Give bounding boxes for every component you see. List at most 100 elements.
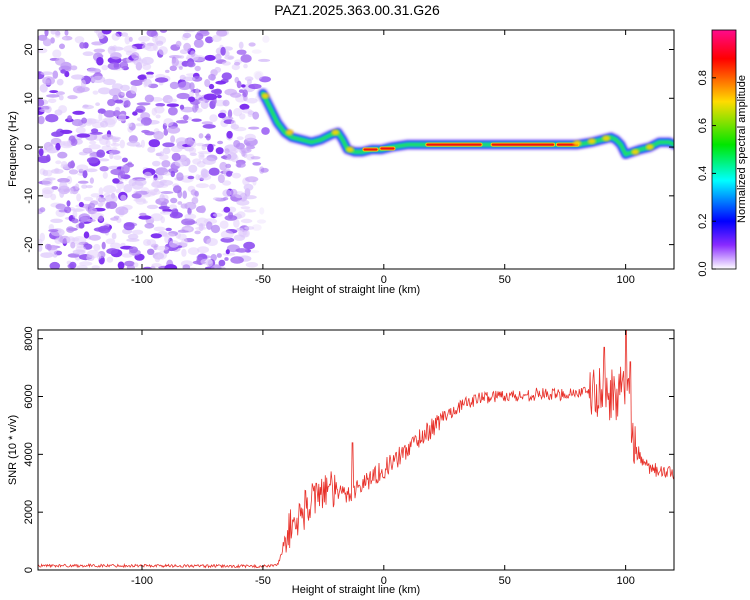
spectrogram-speckle: [233, 126, 247, 132]
snr-frame: [37, 329, 675, 571]
spectrogram-ridge-blob: [587, 138, 596, 145]
spectrogram-speckle: [88, 202, 96, 209]
spectrogram-speckle: [240, 206, 251, 210]
spectrogram-speckle: [163, 118, 174, 127]
spectrogram-speckle: [216, 253, 222, 258]
colorbar-scale: [711, 29, 737, 270]
spectrogram-speckle: [240, 54, 252, 63]
spectrogram-speckle: [123, 45, 138, 53]
spectrogram-speckle: [106, 256, 114, 263]
spectrogram-speckle: [182, 114, 189, 121]
spectrogram-speckle: [166, 103, 179, 107]
spectrogram-speckle: [194, 190, 199, 197]
spectrogram-speckle: [242, 108, 253, 114]
spectrogram-speckle: [180, 106, 195, 113]
spectrogram-speckle: [76, 86, 90, 93]
spectrogram-speckle: [180, 203, 188, 209]
spectrogram-speckle: [110, 242, 122, 250]
spectrogram-speckle: [136, 102, 151, 106]
spectrogram-speckle: [56, 91, 65, 96]
spectrogram-speckle: [156, 245, 169, 251]
spectrogram-speckle: [154, 77, 169, 83]
spectrogram-speckle: [244, 226, 255, 230]
spectrogram-speckle: [227, 56, 234, 60]
spectrogram-speckle: [259, 76, 271, 83]
spectrogram-speckle: [195, 226, 207, 231]
spectrogram-speckle: [124, 100, 131, 108]
spectrogram-speckle: [118, 113, 127, 122]
spectrogram-speckle: [45, 177, 56, 181]
spectrogram-speckle: [57, 178, 70, 183]
spectrogram-speckle: [247, 112, 253, 118]
spectrogram-speckle: [188, 96, 196, 103]
spectrogram-speckle: [52, 253, 58, 258]
spectrogram-speckle: [107, 45, 116, 55]
spectrogram-speckle: [252, 162, 262, 166]
spectrogram-speckle: [145, 74, 154, 79]
spectrogram-speckle: [95, 102, 100, 106]
spectrogram-speckle: [189, 82, 195, 91]
spectrogram-speckle: [161, 160, 171, 168]
colorbar-tick-label: 0.6: [697, 118, 709, 133]
spectrogram-speckle: [187, 247, 200, 256]
spectrogram-speckle: [159, 179, 174, 186]
spectrogram-speckle: [212, 213, 223, 217]
spectrogram-speckle: [202, 157, 216, 165]
spectrogram-speckle: [218, 259, 226, 267]
spectrogram-speckle: [222, 180, 232, 186]
spectrogram-speckle: [48, 98, 57, 104]
spectrogram-speckle: [140, 139, 145, 148]
spectrogram-speckle: [162, 147, 171, 155]
spectrogram-speckle: [210, 224, 221, 234]
spectrogram-speckle: [208, 167, 220, 176]
spectrogram-speckle: [199, 205, 206, 214]
spectrogram-speckle: [111, 232, 117, 240]
spectrogram-speckle: [98, 112, 103, 122]
spectrogram-speckle: [130, 85, 137, 94]
spectrogram-speckle: [240, 84, 246, 88]
spectrogram-speckle: [85, 118, 97, 125]
spectrogram-speckle: [103, 78, 116, 86]
spectrogram-speckle: [165, 69, 170, 73]
spectrogram-speckle: [76, 193, 81, 202]
spectrogram-speckle: [126, 141, 141, 147]
spectrogram-speckle: [244, 195, 257, 200]
snr-y-tick-label: 6000: [23, 384, 35, 408]
spectrogram-speckle: [115, 188, 122, 194]
spectrogram-speckle: [182, 264, 191, 269]
spectrogram-speckle: [195, 174, 200, 181]
spectrogram-speckle: [96, 149, 106, 158]
spectrogram-speckle: [175, 137, 188, 145]
spectrogram-speckle: [201, 144, 207, 151]
spectrogram-speckle: [204, 79, 211, 87]
spectrogram-speckle: [71, 218, 79, 224]
spectrogram-ridge-blob: [645, 144, 654, 151]
spectrogram-speckle: [219, 161, 228, 171]
spectrogram-speckle: [128, 135, 138, 144]
spectrogram-speckle: [117, 261, 125, 269]
spectrogram-x-label: Height of straight line (km): [292, 284, 420, 296]
spectrogram-speckle: [93, 243, 101, 252]
spectrogram-speckle: [209, 114, 218, 122]
spectrogram-speckle: [72, 210, 78, 219]
spectrogram-speckle: [128, 36, 133, 42]
spectrogram-speckle: [248, 83, 262, 90]
spectrogram-speckle: [76, 164, 89, 171]
spectrogram-speckle: [206, 221, 213, 230]
spectrogram-speckle: [230, 256, 244, 264]
spectrogram-speckle: [107, 62, 122, 70]
spectrogram-speckle: [239, 103, 250, 110]
spectrogram-speckle: [236, 80, 242, 89]
spectrogram-ridge-blob: [573, 140, 582, 147]
spectrogram-speckle: [219, 220, 229, 229]
spectrogram-speckle: [167, 126, 181, 134]
spectrogram-speckle: [206, 238, 218, 246]
spectrogram-speckle: [38, 244, 43, 252]
spectrogram-speckle: [52, 70, 59, 79]
spectrogram-speckle: [227, 109, 233, 119]
spectrogram-speckle: [215, 147, 224, 155]
spectrogram-speckle: [111, 83, 123, 90]
spectrogram-speckle: [66, 226, 75, 233]
spectrogram-speckle: [135, 196, 147, 205]
spectrogram-speckle: [88, 234, 101, 241]
